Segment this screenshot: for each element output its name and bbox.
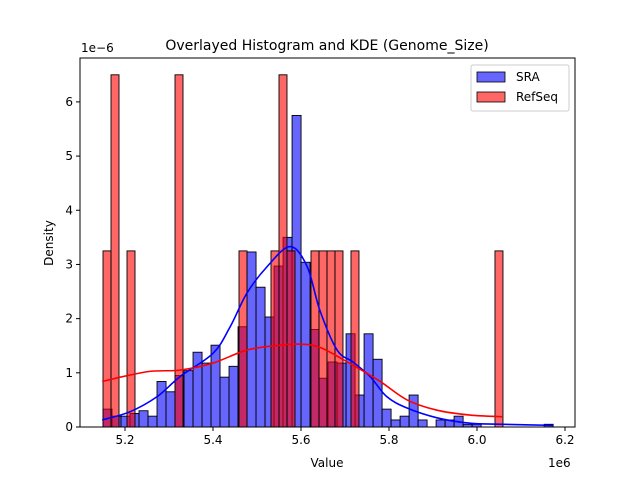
y-tick-label: 5 [65, 149, 73, 163]
axes-frame [79, 57, 576, 428]
legend-label-sra: SRA [516, 70, 540, 84]
bar-refseq [334, 250, 344, 428]
bar-sra [219, 376, 230, 428]
bar-sra [246, 251, 257, 428]
legend-swatch-refseq [476, 91, 506, 103]
bar-sra [399, 415, 410, 428]
bar-sra [183, 370, 194, 428]
x-tick-label: 5.2 [115, 433, 134, 447]
bar-sra [372, 358, 383, 428]
bar-sra [147, 415, 158, 428]
y-offset-text: 1e−6 [81, 41, 114, 55]
kde-line-refseq [101, 343, 503, 418]
kde-lines [101, 245, 554, 427]
y-axis-label: Density [42, 220, 56, 266]
bar-sra [255, 286, 266, 428]
bar-refseq [350, 250, 360, 428]
bar-refseq [174, 74, 184, 428]
x-tick-label: 5.6 [291, 433, 310, 447]
x-ticks: 5.2 5.4 5.6 5.8 6.0 6.2 [115, 427, 575, 447]
y-tick-label: 3 [65, 257, 73, 271]
bar-refseq [110, 74, 120, 428]
y-tick-label: 1 [65, 366, 73, 380]
x-tick-label: 5.8 [379, 433, 398, 447]
y-tick-label: 0 [65, 420, 73, 434]
bar-sra [201, 362, 212, 428]
legend-label-refseq: RefSeq [516, 90, 558, 104]
bar-refseq [270, 250, 280, 428]
legend-swatch-sra [476, 71, 506, 83]
x-tick-label: 5.4 [203, 433, 222, 447]
bar-sra [228, 365, 239, 428]
bar-refseq [126, 250, 136, 428]
bar-sra [138, 410, 149, 428]
bar-refseq [494, 250, 504, 428]
y-tick-label: 2 [65, 312, 73, 326]
kde-line-sra [101, 245, 554, 427]
y-ticks: 0 1 2 3 4 5 6 [65, 95, 80, 434]
x-offset-text: 1e6 [548, 456, 571, 470]
bar-sra [363, 333, 374, 428]
chart-title: Overlayed Histogram and KDE (Genome_Size… [165, 38, 488, 54]
legend: SRA RefSeq [470, 64, 570, 112]
bar-sra [381, 408, 392, 428]
bar-refseq [238, 250, 248, 428]
bar-sra [156, 381, 167, 428]
bar-refseq [310, 250, 320, 428]
x-tick-label: 6.2 [555, 433, 574, 447]
x-tick-label: 6.0 [467, 433, 486, 447]
bar-sra [435, 419, 446, 428]
bar-refseq [318, 250, 328, 428]
bar-sra [417, 419, 428, 428]
bar-sra [210, 344, 221, 428]
y-tick-label: 6 [65, 95, 73, 109]
bar-sra [390, 419, 401, 428]
y-tick-label: 4 [65, 203, 73, 217]
bar-refseq [286, 250, 296, 428]
x-axis-label: Value [311, 456, 344, 470]
bar-sra [165, 391, 176, 428]
bar-refseq [102, 250, 112, 428]
